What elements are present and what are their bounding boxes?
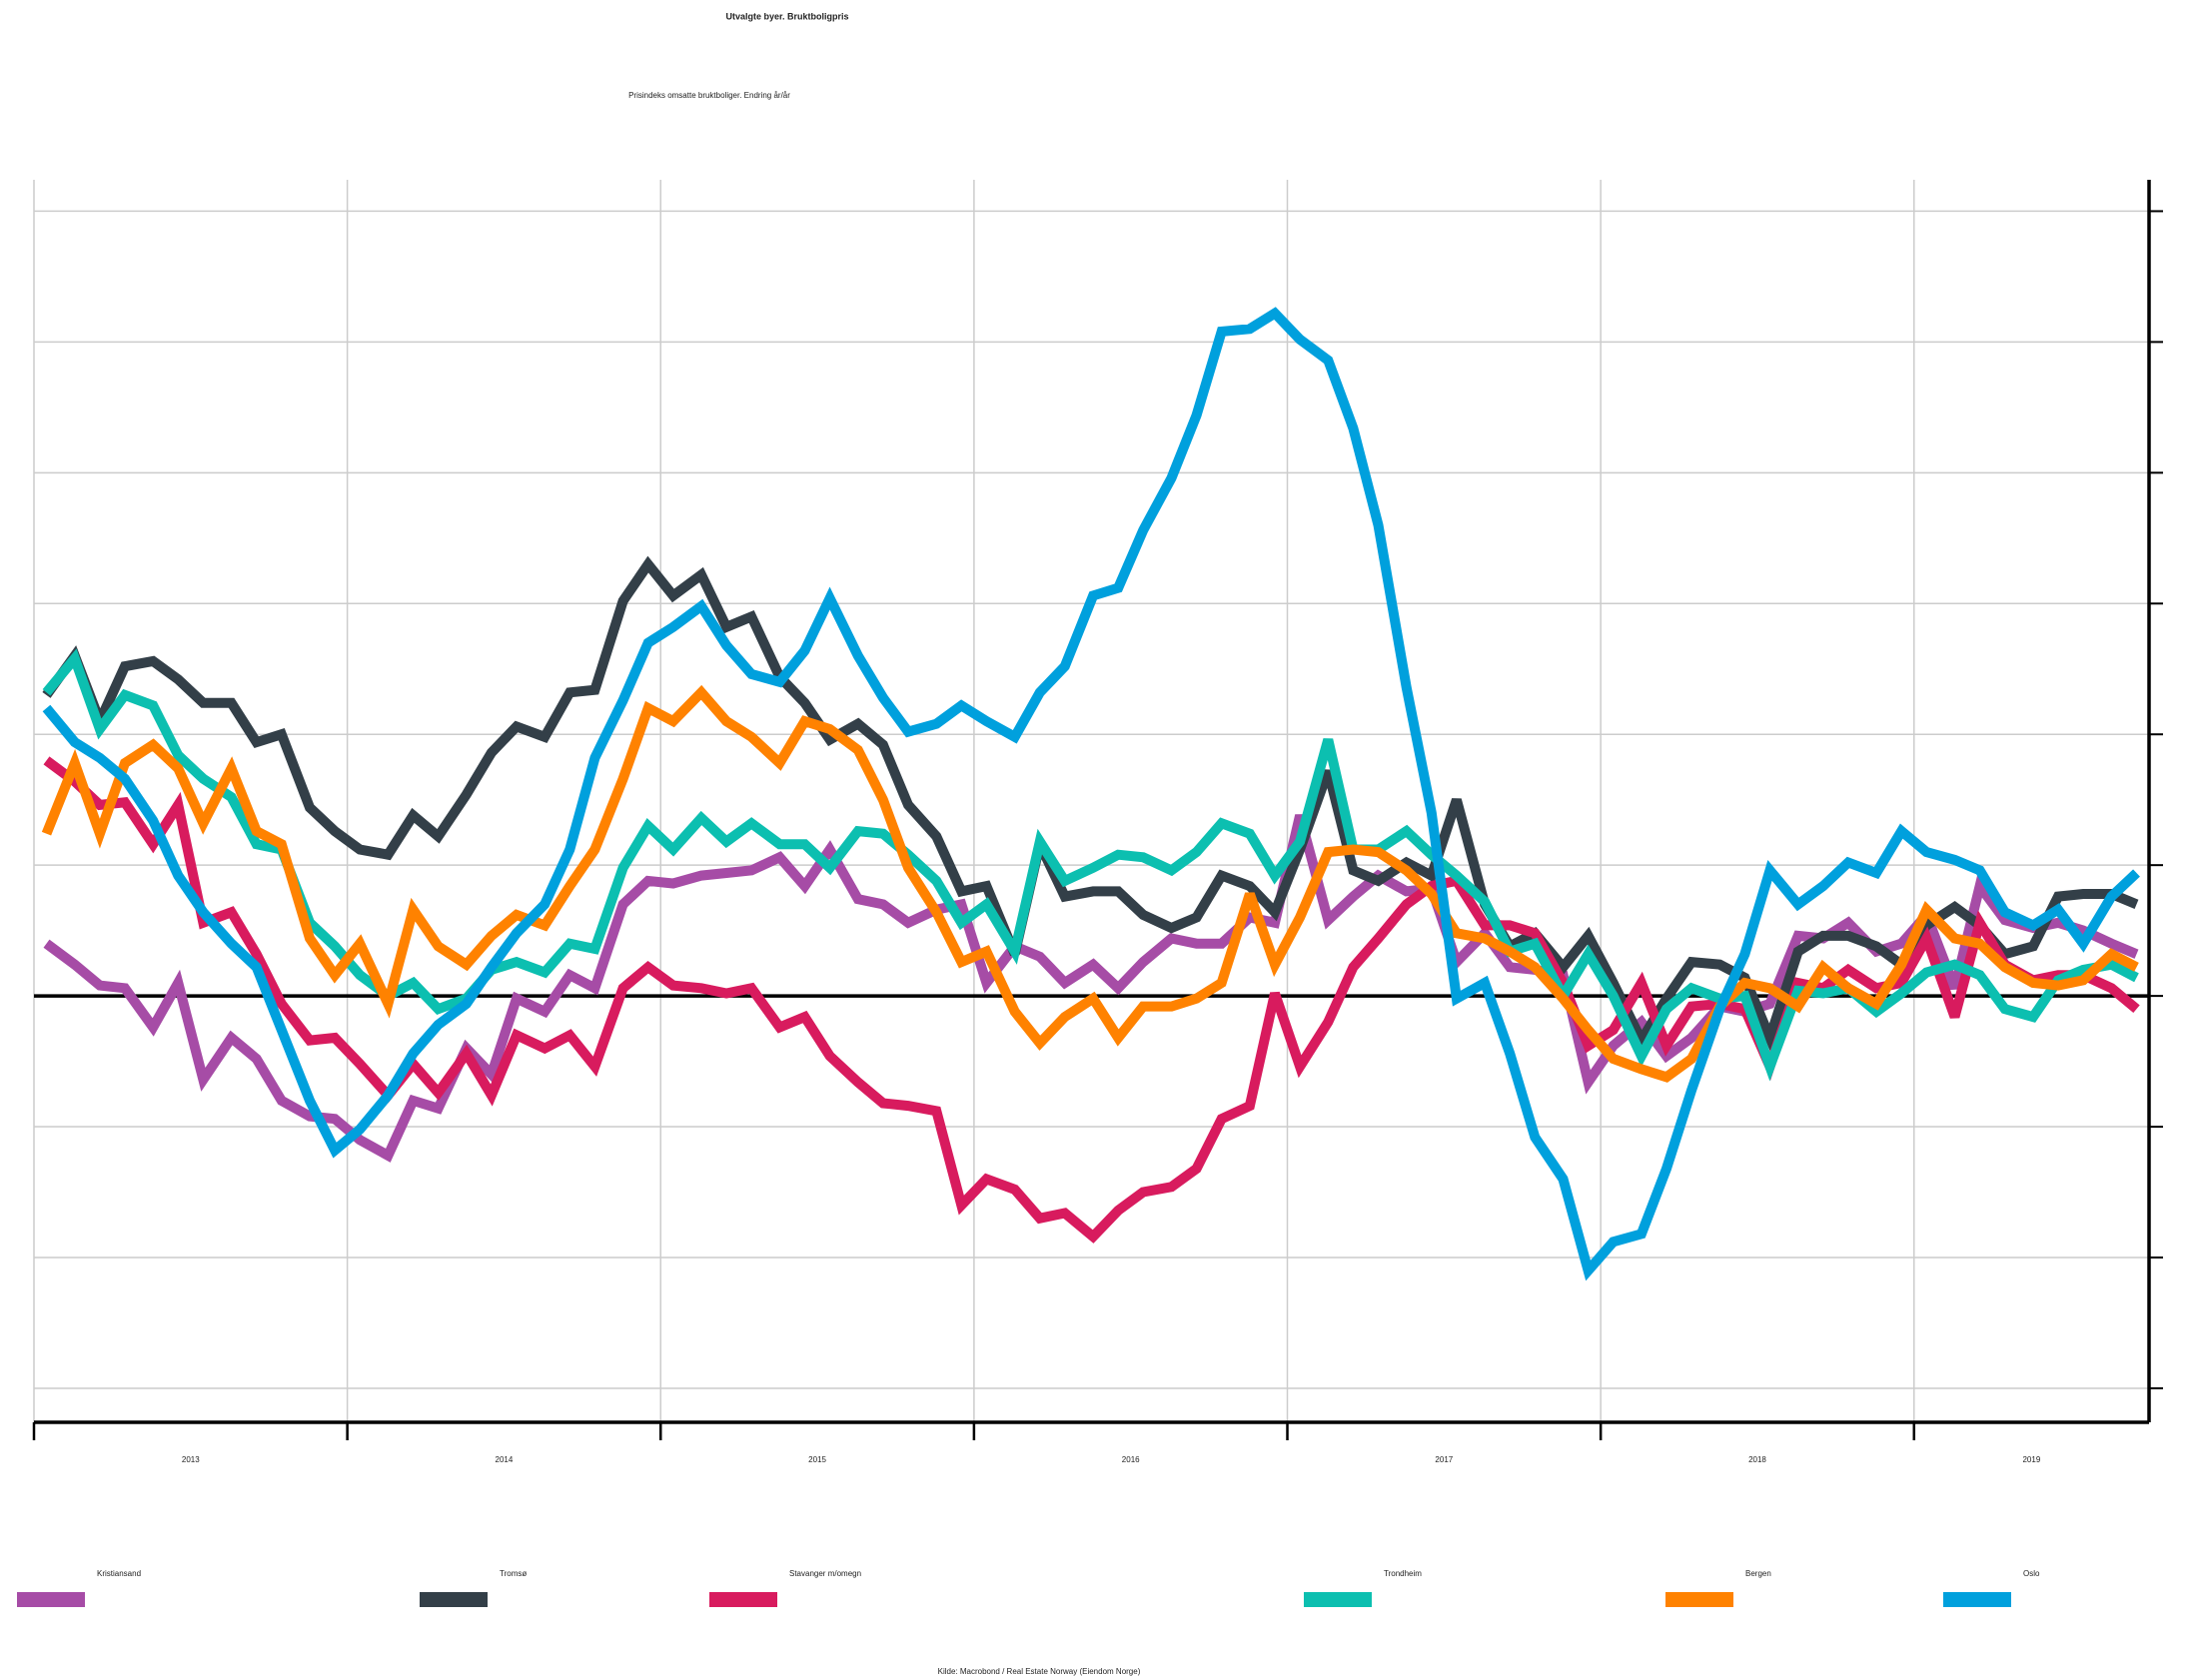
- x-tick-label: 2015: [808, 1455, 826, 1464]
- x-tick-label: 2019: [2022, 1455, 2040, 1464]
- chart-title: Utvalgte byer. Bruktboligpris: [725, 11, 848, 21]
- chart-subtitle: Prisindeks omsatte bruktboliger. Endring…: [628, 91, 790, 100]
- data-line: [42, 307, 2140, 1281]
- x-tick-label: 2017: [1435, 1455, 1453, 1464]
- x-tick-label: 2014: [496, 1455, 514, 1464]
- data-line: [42, 555, 2139, 1053]
- legend-label: Trondheim: [1384, 1569, 1422, 1578]
- data-line: [41, 684, 2139, 1083]
- legend-label: Tromsø: [500, 1569, 527, 1578]
- source-note: Kilde: Macrobond / Real Estate Norway (E…: [938, 1667, 1141, 1676]
- x-tick-label: 2013: [182, 1455, 200, 1464]
- legend-label: Bergen: [1745, 1569, 1771, 1578]
- legend-swatch: [17, 1592, 85, 1607]
- legend-label: Stavanger m/omegn: [789, 1569, 861, 1578]
- x-tick-label: 2016: [1122, 1455, 1140, 1464]
- legend-label: Kristiansand: [97, 1569, 141, 1578]
- legend-swatch: [709, 1592, 777, 1607]
- legend-swatch: [1665, 1592, 1733, 1607]
- legend-label: Oslo: [2023, 1569, 2040, 1578]
- data-line: [43, 814, 2139, 1163]
- x-tick-label: 2018: [1748, 1455, 1766, 1464]
- legend-swatch: [420, 1592, 488, 1607]
- legend-swatch: [1943, 1592, 2011, 1607]
- legend-swatch: [1304, 1592, 1372, 1607]
